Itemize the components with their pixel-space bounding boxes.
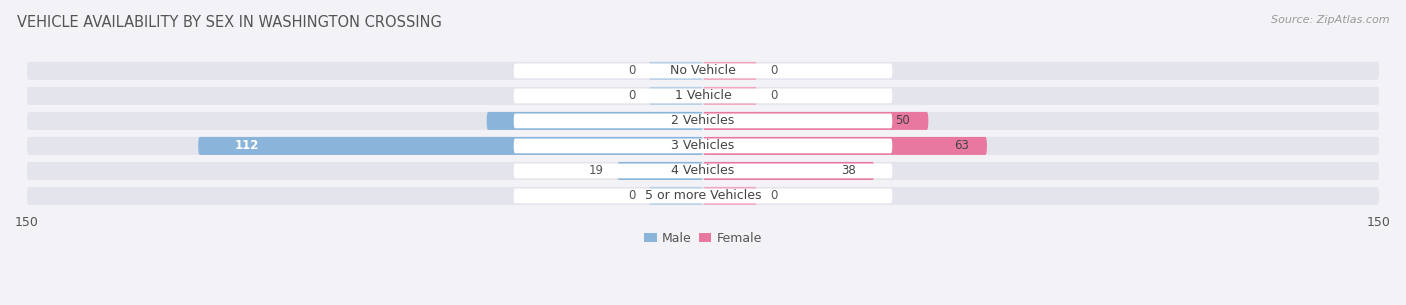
Text: Source: ZipAtlas.com: Source: ZipAtlas.com [1271, 15, 1389, 25]
FancyBboxPatch shape [650, 187, 703, 205]
Text: 0: 0 [770, 89, 778, 102]
FancyBboxPatch shape [703, 62, 756, 80]
Text: VEHICLE AVAILABILITY BY SEX IN WASHINGTON CROSSING: VEHICLE AVAILABILITY BY SEX IN WASHINGTO… [17, 15, 441, 30]
Text: 0: 0 [770, 189, 778, 203]
Text: 112: 112 [235, 139, 259, 152]
Text: 3 Vehicles: 3 Vehicles [672, 139, 734, 152]
FancyBboxPatch shape [513, 63, 893, 78]
FancyBboxPatch shape [27, 162, 1379, 180]
FancyBboxPatch shape [27, 62, 1379, 80]
FancyBboxPatch shape [513, 88, 893, 103]
FancyBboxPatch shape [27, 137, 1379, 155]
Text: No Vehicle: No Vehicle [671, 64, 735, 77]
Text: 19: 19 [589, 164, 603, 178]
FancyBboxPatch shape [703, 187, 756, 205]
Text: 63: 63 [955, 139, 969, 152]
Text: 1 Vehicle: 1 Vehicle [675, 89, 731, 102]
Text: 0: 0 [628, 64, 636, 77]
Text: 0: 0 [628, 89, 636, 102]
FancyBboxPatch shape [513, 188, 893, 203]
Text: 5 or more Vehicles: 5 or more Vehicles [645, 189, 761, 203]
Text: 38: 38 [841, 164, 856, 178]
FancyBboxPatch shape [486, 112, 703, 130]
FancyBboxPatch shape [617, 162, 703, 180]
Text: 2 Vehicles: 2 Vehicles [672, 114, 734, 127]
FancyBboxPatch shape [703, 112, 928, 130]
FancyBboxPatch shape [513, 163, 893, 178]
Text: 50: 50 [896, 114, 910, 127]
FancyBboxPatch shape [198, 137, 703, 155]
FancyBboxPatch shape [703, 137, 987, 155]
Legend: Male, Female: Male, Female [640, 227, 766, 250]
FancyBboxPatch shape [513, 138, 893, 153]
FancyBboxPatch shape [513, 113, 893, 128]
Text: 4 Vehicles: 4 Vehicles [672, 164, 734, 178]
FancyBboxPatch shape [703, 87, 756, 105]
FancyBboxPatch shape [703, 162, 875, 180]
FancyBboxPatch shape [27, 87, 1379, 105]
Text: 0: 0 [628, 189, 636, 203]
Text: 48: 48 [523, 114, 540, 127]
FancyBboxPatch shape [27, 187, 1379, 205]
FancyBboxPatch shape [650, 87, 703, 105]
Text: 0: 0 [770, 64, 778, 77]
FancyBboxPatch shape [27, 112, 1379, 130]
FancyBboxPatch shape [650, 62, 703, 80]
